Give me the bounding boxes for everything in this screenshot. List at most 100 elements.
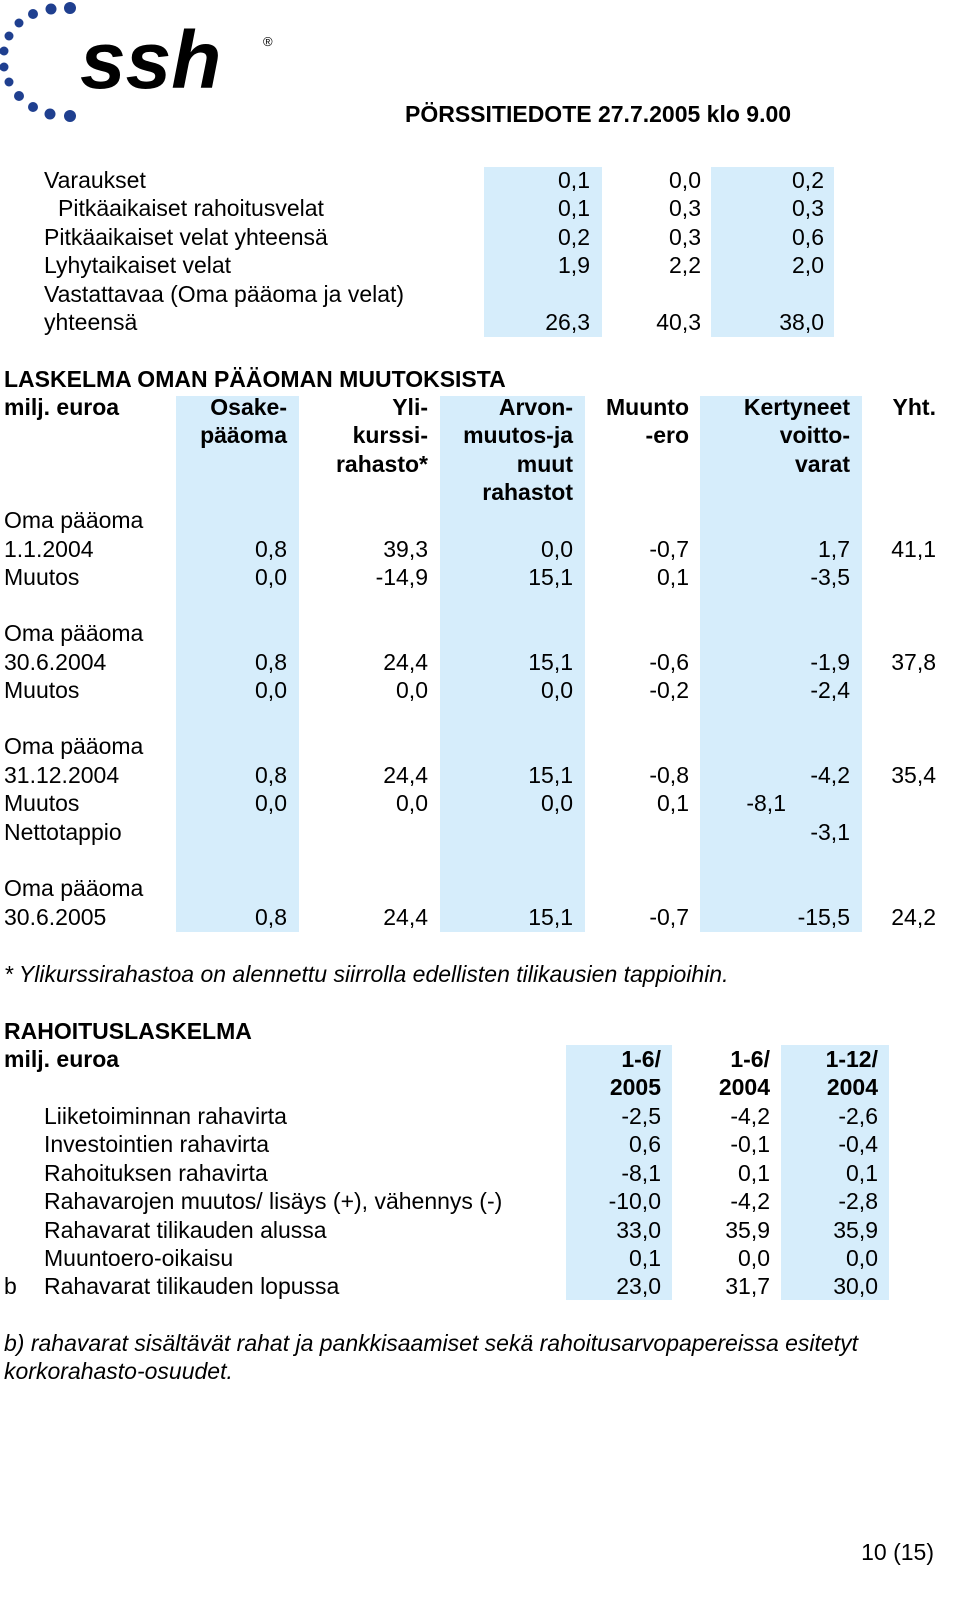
- cashflow-value: -10,0: [608, 1188, 661, 1215]
- balance-row-label: Vastattavaa (Oma pääoma ja velat): [44, 280, 405, 307]
- equity-row-label: Oma pääoma: [4, 620, 144, 646]
- equity-column-header: voitto-: [779, 422, 850, 449]
- cashflow-title: RAHOITUSLASKELMA: [4, 1018, 252, 1044]
- equity-column-header: varat: [795, 450, 850, 477]
- equity-value: -3,1: [810, 818, 850, 845]
- equity-value: 1,7: [818, 535, 850, 562]
- equity-value: 0,8: [255, 535, 287, 562]
- equity-value: 15,1: [528, 564, 573, 590]
- balance-value: 38,0: [779, 309, 824, 335]
- balance-row-label: Varaukset: [44, 167, 146, 193]
- balance-value: 40,3: [656, 309, 701, 335]
- equity-value: -0,2: [649, 677, 689, 703]
- equity-value: 41,1: [891, 535, 936, 562]
- cashflow-value: 35,9: [833, 1216, 878, 1243]
- cashflow-value: -0,4: [838, 1131, 878, 1158]
- cashflow-footnote: korkorahasto-osuudet.: [4, 1358, 233, 1385]
- equity-value: 35,4: [891, 761, 936, 788]
- cashflow-value: 0,1: [738, 1159, 770, 1186]
- equity-column-header: muut: [516, 450, 573, 477]
- equity-row-label: Muutos: [4, 790, 80, 816]
- equity-value: -0,6: [649, 648, 689, 675]
- equity-column-header: Yht.: [892, 394, 936, 420]
- cashflow-row-label: Rahavarat tilikauden lopussa: [44, 1273, 340, 1300]
- equity-column-header: Osake-: [210, 394, 287, 420]
- equity-value: -0,7: [649, 903, 689, 930]
- balance-band-2: [711, 167, 834, 337]
- cashflow-value: 33,0: [616, 1216, 661, 1243]
- equity-value: 15,1: [528, 761, 573, 788]
- cashflow-column-header: 2005: [609, 1074, 661, 1101]
- equity-column-header: Muunto: [605, 394, 689, 420]
- equity-value: 15,1: [528, 648, 573, 675]
- cashflow-value: -2,5: [621, 1103, 661, 1129]
- balance-value: 0,3: [792, 195, 824, 222]
- cashflow-band-1: [566, 1045, 672, 1300]
- equity-column-header: Yli-: [392, 394, 428, 420]
- equity-value: -4,2: [810, 761, 850, 788]
- balance-row-label: yhteensä: [44, 309, 138, 335]
- equity-column-header: rahasto*: [335, 450, 428, 477]
- cashflow-unit: milj. euroa: [4, 1046, 120, 1072]
- equity-column-header: rahastot: [482, 479, 573, 506]
- balance-row-label: Lyhytaikaiset velat: [44, 252, 232, 279]
- balance-row-label: Pitkäaikaiset rahoitusvelat: [58, 195, 324, 222]
- equity-value: 15,1: [528, 903, 573, 930]
- equity-column-header: Arvon-: [498, 394, 573, 420]
- balance-value: 0,1: [558, 195, 590, 222]
- equity-title: LASKELMA OMAN PÄÄOMAN MUUTOKSISTA: [4, 366, 506, 392]
- cashflow-row-label: Liiketoiminnan rahavirta: [44, 1103, 287, 1129]
- cashflow-band-2: [781, 1045, 889, 1300]
- equity-band-2: [440, 396, 585, 932]
- equity-value: 24,4: [383, 761, 428, 788]
- cashflow-value: 31,7: [725, 1273, 770, 1300]
- cashflow-value: 0,1: [846, 1159, 878, 1186]
- press-release-title: PÖRSSITIEDOTE 27.7.2005 klo 9.00: [405, 101, 792, 127]
- equity-column-header: muutos-ja: [463, 422, 573, 449]
- balance-value: 26,3: [545, 309, 590, 335]
- cashflow-column-header: 2004: [826, 1074, 878, 1101]
- equity-value: 0,0: [255, 790, 287, 816]
- equity-row-label: 30.6.2004: [4, 648, 107, 675]
- equity-value: 24,4: [383, 648, 428, 675]
- cashflow-value: 0,6: [629, 1131, 661, 1158]
- equity-value: 0,8: [255, 648, 287, 675]
- cashflow-value: 23,0: [616, 1273, 661, 1300]
- equity-value: 0,0: [396, 790, 428, 816]
- balance-value: 2,0: [792, 252, 824, 279]
- cashflow-value: 30,0: [833, 1273, 878, 1300]
- balance-value: 0,2: [558, 223, 590, 250]
- cashflow-row-marker: b: [4, 1273, 17, 1300]
- cashflow-row-label: Muuntoero-oikaisu: [44, 1245, 234, 1271]
- page-number: 10 (15): [861, 1539, 934, 1565]
- cashflow-value: 0,1: [629, 1245, 661, 1271]
- cashflow-value: 0,0: [738, 1245, 770, 1271]
- balance-band-1: [484, 167, 602, 337]
- equity-row-label: Oma pääoma: [4, 875, 144, 901]
- balance-value: 0,3: [669, 223, 701, 250]
- equity-value: 24,2: [891, 903, 936, 930]
- equity-value: 0,0: [255, 677, 287, 703]
- equity-footnote: * Ylikurssirahastoa on alennettu siirrol…: [4, 961, 729, 987]
- equity-value: -3,5: [810, 564, 850, 590]
- equity-column-header: kurssi-: [352, 422, 428, 449]
- cashflow-value: -8,1: [621, 1159, 661, 1186]
- equity-value: 0,0: [255, 564, 287, 590]
- cashflow-footnote: b) rahavarat sisältävät rahat ja pankkis…: [4, 1330, 858, 1356]
- equity-value: 0,8: [255, 761, 287, 788]
- equity-row-label: Oma pääoma: [4, 507, 144, 533]
- cashflow-value: -2,6: [838, 1103, 878, 1129]
- equity-row-label: Muutos: [4, 677, 80, 703]
- equity-value: 0,0: [541, 790, 573, 816]
- balance-value: 0,6: [792, 223, 824, 250]
- equity-row-label: Nettotappio: [4, 818, 122, 845]
- cashflow-column-header: 1-6/: [621, 1046, 661, 1072]
- logo-dot-arc: [0, 2, 76, 122]
- equity-value: -0,8: [649, 761, 689, 788]
- equity-band-1: [176, 396, 299, 932]
- balance-value: 1,9: [558, 252, 590, 279]
- cashflow-value: 0,0: [846, 1245, 878, 1271]
- cashflow-row-label: Rahavarojen muutos/ lisäys (+), vähennys…: [44, 1188, 503, 1215]
- cashflow-row-label: Rahavarat tilikauden alussa: [44, 1216, 327, 1243]
- equity-band-3: [700, 396, 862, 932]
